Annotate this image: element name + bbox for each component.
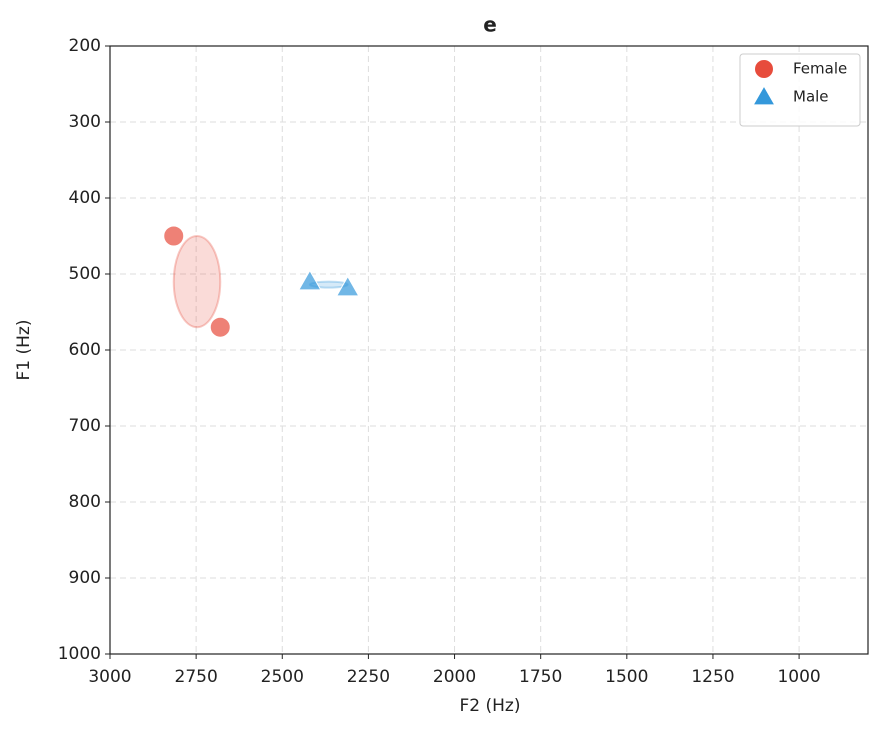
y-tick-label: 300: [69, 112, 101, 132]
y-tick-label: 400: [69, 188, 101, 208]
x-tick-label: 2000: [433, 667, 476, 687]
point: [297, 269, 322, 291]
y-axis-label: F1 (Hz): [14, 320, 34, 381]
x-axis-label: F2 (Hz): [460, 696, 521, 716]
point: [209, 316, 231, 338]
y-tick-label: 1000: [58, 644, 101, 664]
legend-label: Male: [793, 88, 829, 106]
y-tick-label: 700: [69, 416, 101, 436]
legend-marker: [755, 60, 773, 78]
plot-frame: [109, 45, 869, 655]
x-tick-label: 1000: [777, 667, 820, 687]
x-tick-label: 1500: [605, 667, 648, 687]
chart-title: e: [483, 13, 497, 37]
y-tick-label: 600: [69, 340, 101, 360]
x-tick-label: 2250: [347, 667, 390, 687]
x-tick-label: 1750: [519, 667, 562, 687]
x-tick-label: 1250: [691, 667, 734, 687]
x-tick-label: 3000: [88, 667, 131, 687]
legend-marker: [754, 87, 774, 105]
x-tick-label: 2750: [175, 667, 218, 687]
legend-label: Female: [793, 60, 847, 78]
y-tick-label: 200: [69, 36, 101, 56]
point: [163, 225, 185, 247]
point: [335, 275, 360, 297]
y-tick-label: 800: [69, 492, 101, 512]
y-tick-label: 500: [69, 264, 101, 284]
x-tick-label: 2500: [261, 667, 304, 687]
confidence-ellipse: [172, 235, 222, 329]
y-tick-label: 900: [69, 568, 101, 588]
